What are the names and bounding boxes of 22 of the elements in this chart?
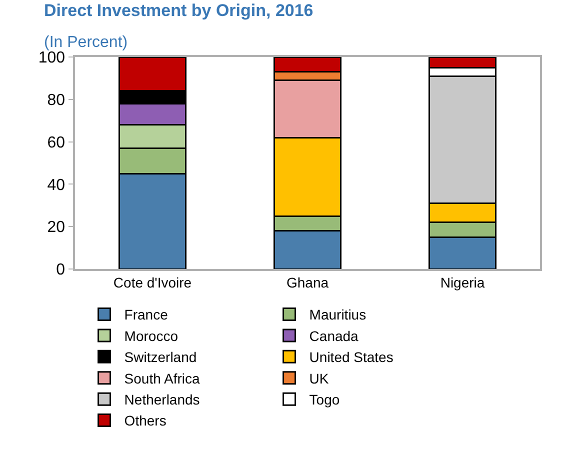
x-tick-label: Cote d'Ivoire — [113, 274, 192, 291]
y-tick-label: 80 — [47, 92, 66, 109]
y-tick-label: 40 — [47, 176, 66, 194]
chart-subtitle: (In Percent) — [44, 34, 128, 51]
x-tick-label: Ghana — [286, 274, 329, 291]
chart-title: Direct Investment by Origin, 2016 — [44, 1, 314, 20]
legend-label: Switzerland — [124, 349, 197, 366]
y-tick-label: 20 — [47, 219, 66, 236]
y-tick-label: 100 — [38, 50, 66, 67]
legend-label: Netherlands — [124, 392, 200, 408]
y-tick-label: 0 — [56, 262, 66, 279]
legend-label: United States — [309, 349, 394, 366]
y-tick-label: 60 — [47, 134, 66, 152]
legend-label: Mauritius — [309, 306, 366, 323]
legend-label: Togo — [309, 392, 340, 408]
legend-label: France — [124, 306, 168, 323]
legend-label: Canada — [309, 328, 359, 344]
legend-label: UK — [309, 370, 330, 386]
legend-label: Others — [124, 412, 166, 429]
legend-label: Morocco — [124, 328, 178, 344]
legend-label: South Africa — [124, 370, 200, 386]
x-tick-label: Nigeria — [440, 274, 485, 291]
